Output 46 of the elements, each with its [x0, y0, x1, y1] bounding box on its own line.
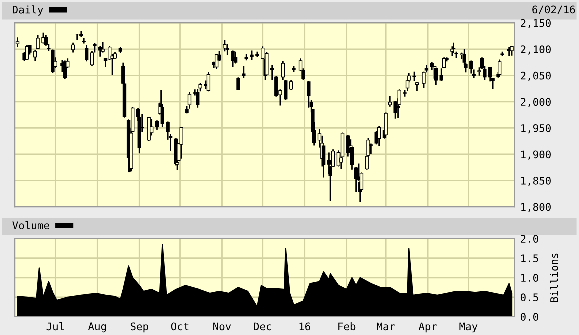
y-tick-label: 2.0: [521, 235, 538, 243]
candlestick: [440, 68, 444, 82]
legend-label: Daily: [13, 6, 44, 16]
x-tick-label: Apr: [418, 322, 438, 333]
candlestick: [442, 58, 446, 68]
candlestick: [231, 50, 235, 68]
candlestick: [188, 92, 192, 109]
x-tick-label: Aug: [88, 322, 106, 333]
candlestick: [307, 81, 311, 108]
y-tick-label: 2,000: [521, 98, 551, 108]
candlestick: [82, 38, 86, 44]
candlestick: [206, 72, 211, 92]
candlestick: [180, 126, 184, 159]
y-tick-label: 1.5: [522, 254, 538, 262]
candlestick: [369, 144, 374, 154]
y-tick-label: 2,100: [521, 46, 551, 55]
candlestick: [498, 60, 502, 76]
candlestick: [242, 66, 246, 78]
x-tick-label: May: [460, 322, 478, 333]
x-tick-label: 16: [300, 322, 310, 331]
candlestick: [236, 78, 240, 91]
y-tick-label: 1,850: [522, 177, 551, 186]
x-tick-label: Oct: [171, 322, 189, 331]
x-tick-label: Dec: [254, 322, 272, 331]
candlestick: [223, 40, 227, 52]
legend-label: Volume: [12, 221, 50, 230]
y-tick-label: 0.5: [520, 294, 538, 302]
candlestick: [147, 117, 151, 141]
x-tick-label: Nov: [214, 322, 232, 331]
y-tick-label: 2,050: [521, 72, 551, 82]
candlestick: [84, 46, 89, 62]
x-tick-label: Mar: [377, 322, 396, 331]
y-tick-label: 1.0: [522, 274, 538, 282]
x-tick-label: Jul: [46, 322, 64, 331]
candlestick: [377, 126, 382, 146]
x-tick-label: Feb: [338, 322, 356, 331]
text: 6/02/16: [532, 6, 576, 14]
y-tick-label: 0.0: [520, 313, 538, 322]
candlestick: [226, 44, 230, 56]
candlestick: [234, 52, 238, 64]
x-tick-label: Sep: [130, 322, 148, 333]
y-tick-label: 1,800: [522, 203, 551, 212]
y-tick-label: 1,950: [522, 124, 551, 134]
y-axis-title: Billions: [550, 254, 558, 302]
y-tick-label: 1,900: [522, 150, 551, 160]
y-tick-label: 2,150: [521, 19, 551, 29]
